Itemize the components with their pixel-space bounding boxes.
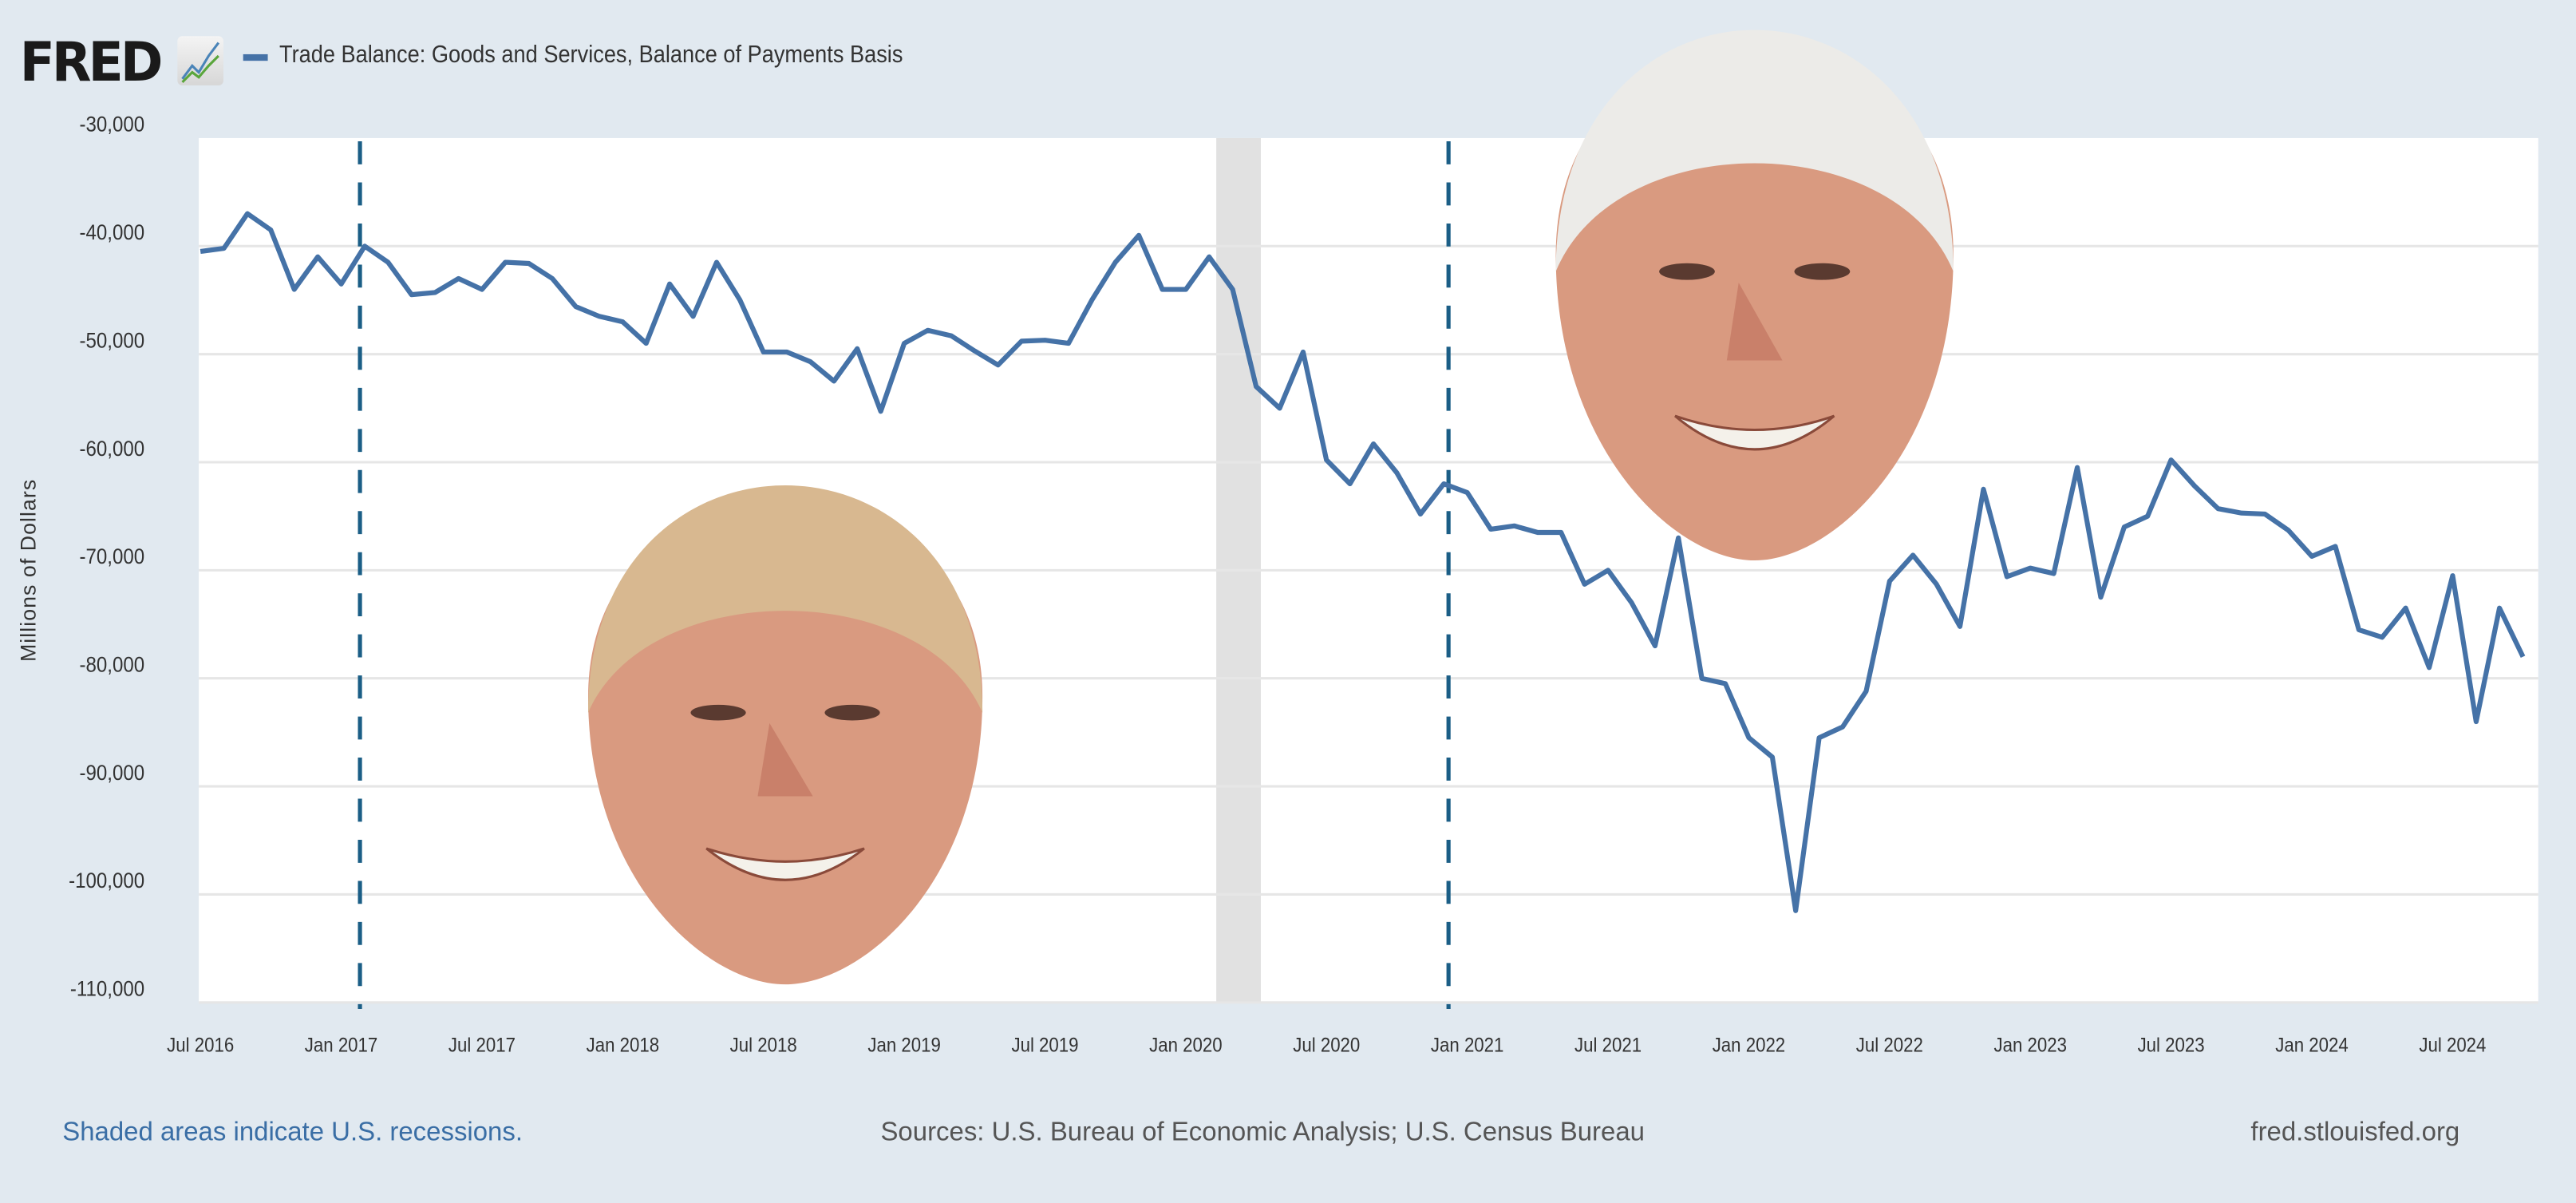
x-tick-label: Jan 2022 bbox=[1713, 1034, 1785, 1055]
y-tick-label: -40,000 bbox=[79, 221, 144, 244]
x-tick-label: Jul 2021 bbox=[1574, 1034, 1642, 1055]
y-tick-label: -110,000 bbox=[70, 977, 144, 1000]
x-tick-label: Jan 2023 bbox=[1993, 1034, 2066, 1055]
y-tick-label: -70,000 bbox=[79, 545, 144, 568]
y-tick-label: -90,000 bbox=[79, 762, 144, 785]
y-axis-title: Millions of Dollars bbox=[16, 479, 41, 662]
x-tick-label: Jul 2020 bbox=[1293, 1034, 1360, 1055]
x-tick-label: Jan 2021 bbox=[1431, 1034, 1503, 1055]
x-tick-label: Jan 2024 bbox=[2275, 1034, 2348, 1055]
y-tick-label: -60,000 bbox=[79, 437, 144, 461]
y-tick-label: -80,000 bbox=[79, 653, 144, 676]
y-tick-label: -50,000 bbox=[79, 329, 144, 352]
x-tick-label: Jan 2017 bbox=[305, 1034, 377, 1055]
y-tick-label: -100,000 bbox=[69, 869, 144, 892]
y-tick-label: -30,000 bbox=[79, 113, 144, 137]
site-link[interactable]: fred.stlouisfed.org bbox=[2250, 1119, 2459, 1149]
x-tick-label: Jan 2018 bbox=[587, 1034, 659, 1055]
x-tick-label: Jan 2019 bbox=[867, 1034, 940, 1055]
x-tick-label: Jul 2024 bbox=[2419, 1034, 2486, 1055]
x-tick-label: Jul 2019 bbox=[1011, 1034, 1078, 1055]
x-tick-label: Jan 2020 bbox=[1149, 1034, 1222, 1055]
x-tick-label: Jul 2016 bbox=[167, 1034, 234, 1055]
x-tick-label: Jul 2018 bbox=[730, 1034, 797, 1055]
x-tick-label: Jul 2017 bbox=[448, 1034, 516, 1055]
sources-text: Sources: U.S. Bureau of Economic Analysi… bbox=[880, 1119, 1645, 1149]
recession-note: Shaded areas indicate U.S. recessions. bbox=[62, 1119, 523, 1149]
x-tick-label: Jul 2022 bbox=[1856, 1034, 1923, 1055]
x-tick-label: Jul 2023 bbox=[2138, 1034, 2205, 1055]
